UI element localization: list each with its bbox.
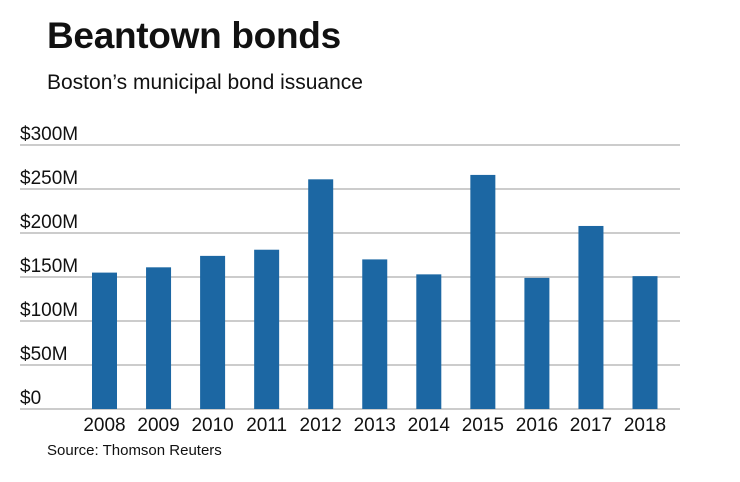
- bars: [92, 174, 658, 409]
- y-tick-label: $50M: [20, 344, 68, 365]
- bar: [308, 179, 334, 409]
- chart-title: Beantown bonds: [47, 15, 341, 56]
- x-tick-label: 2014: [408, 415, 451, 436]
- x-tick-label: 2015: [462, 415, 504, 436]
- bar: [470, 174, 496, 409]
- y-axis: $0 $50M $100M $150M $200M $250M $300M: [20, 124, 78, 409]
- x-tick-label: 2008: [83, 415, 125, 436]
- x-tick-label: 2013: [354, 415, 396, 436]
- x-tick-label: 2017: [570, 415, 612, 436]
- bar: [416, 274, 442, 409]
- bar: [200, 255, 226, 409]
- y-tick-label: $150M: [20, 256, 78, 277]
- bar: [362, 259, 388, 409]
- x-tick-label: 2009: [137, 415, 179, 436]
- x-tick-label: 2012: [300, 415, 342, 436]
- y-tick-label: $300M: [20, 124, 78, 145]
- bar: [254, 249, 280, 409]
- y-tick-label: $0: [20, 388, 41, 409]
- bar: [632, 276, 658, 409]
- bar: [524, 277, 550, 409]
- x-axis: 2008 2009 2010 2011 2012 2013 2014 2015 2016 2017…: [83, 415, 666, 436]
- gridlines: [20, 144, 680, 410]
- x-tick-label: 2010: [191, 415, 233, 436]
- y-tick-label: $100M: [20, 300, 78, 321]
- bar: [146, 267, 172, 409]
- bar: [92, 272, 117, 409]
- y-tick-label: $200M: [20, 212, 78, 233]
- x-tick-label: 2018: [624, 415, 666, 436]
- x-tick-label: 2011: [246, 415, 287, 436]
- chart-subtitle: Boston’s municipal bond issuance: [47, 71, 363, 94]
- x-tick-label: 2016: [516, 415, 558, 436]
- y-tick-label: $250M: [20, 168, 78, 189]
- bar: [578, 225, 604, 409]
- source-note: Source: Thomson Reuters: [47, 442, 222, 459]
